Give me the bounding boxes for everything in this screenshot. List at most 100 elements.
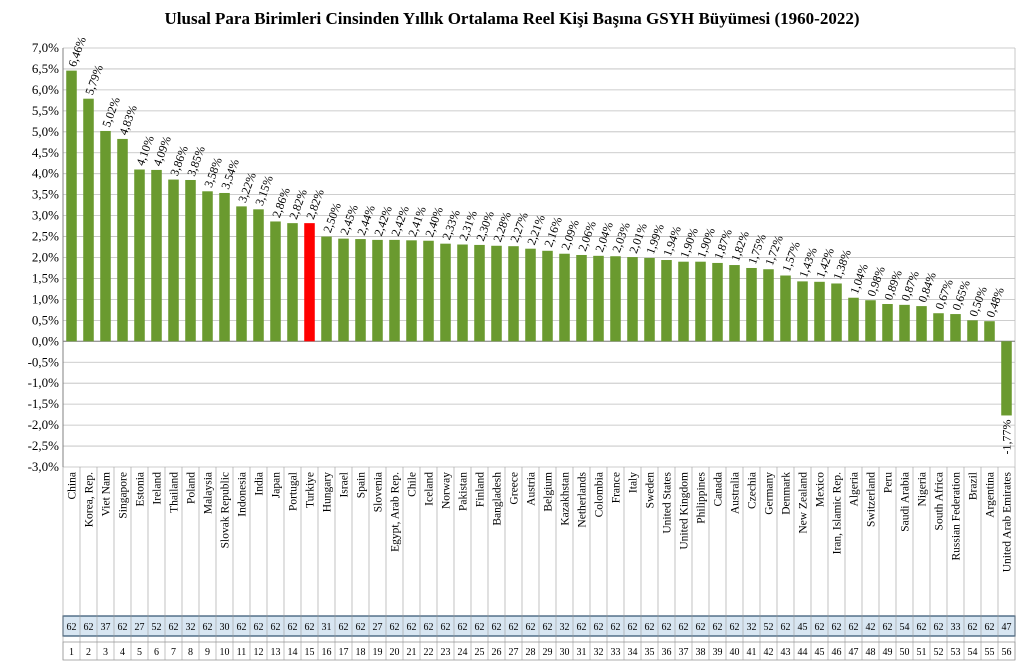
bar-iceland	[423, 240, 434, 342]
bar-united-kingdom	[678, 261, 689, 342]
category-label: Malaysia	[203, 472, 215, 514]
bar-chile	[406, 240, 417, 342]
category-label: Portugal	[288, 472, 300, 511]
years-cell: 62	[424, 622, 434, 633]
category-label: Japan	[271, 472, 283, 498]
rank-cell: 40	[730, 647, 740, 658]
bars	[66, 70, 1012, 416]
years-cell: 30	[220, 622, 230, 633]
rank-cell: 2	[86, 647, 91, 658]
y-tick-label: 1,0%	[32, 291, 59, 306]
category-label: Spain	[356, 472, 368, 498]
category-label: Colombia	[594, 472, 606, 517]
category-label: United Kingdom	[679, 472, 691, 550]
years-cell: 62	[934, 622, 944, 633]
bar-peru	[882, 304, 893, 342]
rank-cell: 12	[254, 647, 264, 658]
years-cell: 62	[713, 622, 723, 633]
category-label: Brazil	[968, 472, 980, 500]
y-tick-label: 1,5%	[32, 270, 59, 285]
years-cell: 62	[628, 622, 638, 633]
years-cell: 62	[458, 622, 468, 633]
y-tick-label: 4,5%	[32, 145, 59, 160]
years-cell: 62	[577, 622, 587, 633]
rank-cell: 38	[696, 647, 706, 658]
rank-cell: 53	[951, 647, 961, 658]
years-cell: 47	[1002, 622, 1012, 633]
rank-cell: 25	[475, 647, 485, 658]
rank-cell: 5	[137, 647, 142, 658]
bar-indonesia	[236, 206, 247, 342]
rank-cell: 26	[492, 647, 502, 658]
bar-egypt-arab-rep-	[389, 239, 400, 342]
y-tick-label: 4,0%	[32, 166, 59, 181]
y-tick-label: 0,0%	[32, 333, 59, 348]
rank-cell: 11	[237, 647, 247, 658]
bar-singapore	[117, 138, 128, 342]
years-cell: 45	[798, 622, 808, 633]
rank-cell: 8	[188, 647, 193, 658]
category-label: Estonia	[135, 472, 147, 507]
years-cell: 62	[441, 622, 451, 633]
years-cell: 62	[67, 622, 77, 633]
y-tick-label: -2,5%	[28, 438, 60, 453]
category-label: Canada	[713, 472, 725, 506]
rank-cell: 23	[441, 647, 451, 658]
bar-czechia	[746, 267, 757, 342]
bar-korea-rep-	[83, 98, 94, 342]
category-label: Kazakhstan	[560, 472, 572, 526]
rank-cell: 20	[390, 647, 400, 658]
years-rank-table: 6216223736242755266273286293010621162126…	[62, 467, 1016, 661]
rank-cell: 10	[220, 647, 230, 658]
category-label: Belgium	[543, 472, 555, 512]
rank-cell: 54	[968, 647, 978, 658]
rank-cell: 52	[934, 647, 944, 658]
years-cell: 62	[407, 622, 417, 633]
category-label: Iran, Islamic Rep.	[832, 472, 844, 555]
category-label: Bangladesh	[492, 472, 504, 526]
y-tick-label: 3,0%	[32, 208, 59, 223]
y-tick-label: 6,0%	[32, 82, 59, 97]
bar-ireland	[151, 169, 162, 342]
bar-philippines	[695, 261, 706, 342]
years-cell: 42	[866, 622, 876, 633]
bar-argentina	[984, 321, 995, 342]
bar-belgium	[542, 250, 553, 342]
years-cell: 62	[645, 622, 655, 633]
rank-cell: 13	[271, 647, 281, 658]
category-label: Slovenia	[373, 472, 385, 512]
years-cell: 52	[764, 622, 774, 633]
category-label: Egypt, Arab Rep.	[390, 472, 402, 552]
bar-slovak-republic	[219, 192, 230, 342]
category-label: United Arab Emirates	[1002, 471, 1014, 572]
category-label: Iceland	[424, 472, 436, 506]
category-label: Greece	[509, 472, 521, 505]
bar-mexico	[814, 281, 825, 342]
bar-slovenia	[372, 239, 383, 342]
category-label: Austria	[526, 472, 538, 506]
rank-cell: 56	[1002, 647, 1012, 658]
category-label: Russian Federation	[951, 472, 963, 561]
value-label: 5,79%	[82, 63, 106, 97]
bar-nigeria	[916, 306, 927, 342]
years-cell: 62	[594, 622, 604, 633]
y-tick-label: 2,0%	[32, 250, 59, 265]
years-cell: 62	[662, 622, 672, 633]
years-cell: 62	[356, 622, 366, 633]
rank-cell: 49	[883, 647, 893, 658]
value-label: 6,46%	[65, 35, 89, 69]
years-cell: 54	[900, 622, 910, 633]
years-cell: 62	[288, 622, 298, 633]
rank-cell: 30	[560, 647, 570, 658]
years-cell: 62	[254, 622, 264, 633]
years-cell: 62	[883, 622, 893, 633]
category-label: Korea, Rep.	[84, 472, 96, 527]
bar-united-states	[661, 260, 672, 342]
years-cell: 62	[475, 622, 485, 633]
rank-cell: 29	[543, 647, 553, 658]
rank-cell: 48	[866, 647, 876, 658]
years-cell: 62	[781, 622, 791, 633]
rank-cell: 55	[985, 647, 995, 658]
years-cell: 62	[968, 622, 978, 633]
